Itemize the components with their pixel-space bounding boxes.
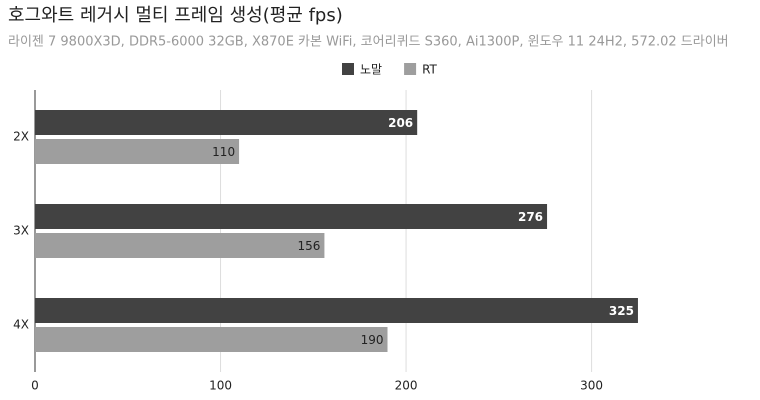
y-tick-label: 2X (13, 130, 29, 144)
bar (35, 233, 325, 258)
bar-value-label: 110 (212, 145, 235, 159)
x-tick-label: 300 (580, 379, 603, 393)
x-tick-label: 0 (31, 379, 39, 393)
x-tick-label: 200 (395, 379, 418, 393)
legend-label: RT (422, 63, 437, 77)
bar-value-label: 190 (361, 333, 384, 347)
bar-value-label: 325 (609, 304, 634, 318)
bar (35, 139, 240, 164)
bar (35, 298, 638, 323)
bar-value-label: 206 (388, 116, 413, 130)
chart-title: 호그와트 레거시 멀티 프레임 생성(평균 fps) (8, 5, 343, 26)
y-tick-label: 3X (13, 224, 29, 238)
bar (35, 110, 418, 135)
x-tick-label: 100 (209, 379, 232, 393)
bar-value-label: 156 (298, 239, 321, 253)
y-tick-label: 4X (13, 318, 29, 332)
legend-swatch (404, 63, 417, 75)
legend-swatch (342, 63, 354, 75)
bar-value-label: 276 (518, 210, 543, 224)
bar (35, 327, 388, 352)
legend-label: 노말 (360, 63, 382, 77)
bar (35, 204, 548, 229)
chart-subtitle: 라이젠 7 9800X3D, DDR5-6000 32GB, X870E 카본 … (8, 35, 729, 50)
